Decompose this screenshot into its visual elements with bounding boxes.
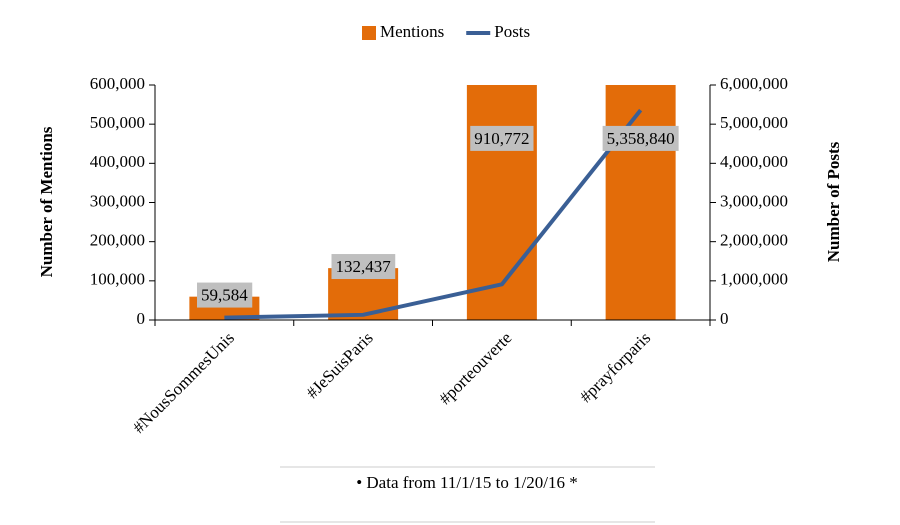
y-tick-label: 0 bbox=[137, 309, 146, 328]
data-label: 910,772 bbox=[474, 129, 529, 148]
footnote: • Data from 11/1/15 to 1/20/16 * bbox=[356, 473, 578, 492]
data-label-box bbox=[470, 125, 534, 151]
data-label: 132,437 bbox=[336, 257, 392, 276]
y-tick-label: 300,000 bbox=[90, 191, 145, 210]
bar bbox=[605, 85, 676, 320]
x-tick-label: #porteouverte bbox=[435, 328, 515, 408]
line bbox=[224, 108, 643, 320]
y-tick-label: 500,000 bbox=[90, 113, 145, 132]
data-label-box bbox=[197, 282, 253, 308]
data-label: 59,584 bbox=[201, 286, 248, 305]
y2-tick-label: 6,000,000 bbox=[720, 74, 788, 93]
y-tick-label: 200,000 bbox=[90, 231, 145, 250]
plot-area bbox=[189, 85, 676, 320]
y2-tick-label: 0 bbox=[720, 309, 729, 328]
y-tick-label: 600,000 bbox=[90, 74, 145, 93]
legend-swatch bbox=[362, 26, 376, 40]
y-axis-title: Number of Mentions bbox=[37, 126, 56, 277]
data-label-box bbox=[331, 254, 396, 280]
y2-tick-label: 5,000,000 bbox=[720, 113, 788, 132]
y2-tick-label: 4,000,000 bbox=[720, 152, 788, 171]
x-tick-label: #JeSuisParis bbox=[302, 328, 376, 402]
data-label-box bbox=[602, 125, 679, 151]
x-tick-label: #prayforparis bbox=[576, 328, 654, 406]
legend-label: Mentions bbox=[380, 22, 444, 41]
y2-tick-label: 1,000,000 bbox=[720, 270, 788, 289]
y-tick-label: 400,000 bbox=[90, 152, 145, 171]
data-label: 5,358,840 bbox=[607, 129, 675, 148]
y2-axis-title: Number of Posts bbox=[824, 141, 843, 262]
x-tick-label: #NousSommesUnis bbox=[129, 328, 238, 437]
y2-tick-label: 3,000,000 bbox=[720, 191, 788, 210]
bar bbox=[466, 85, 537, 320]
legend-label: Posts bbox=[494, 22, 530, 41]
y2-tick-label: 2,000,000 bbox=[720, 231, 788, 250]
y-tick-label: 100,000 bbox=[90, 270, 145, 289]
